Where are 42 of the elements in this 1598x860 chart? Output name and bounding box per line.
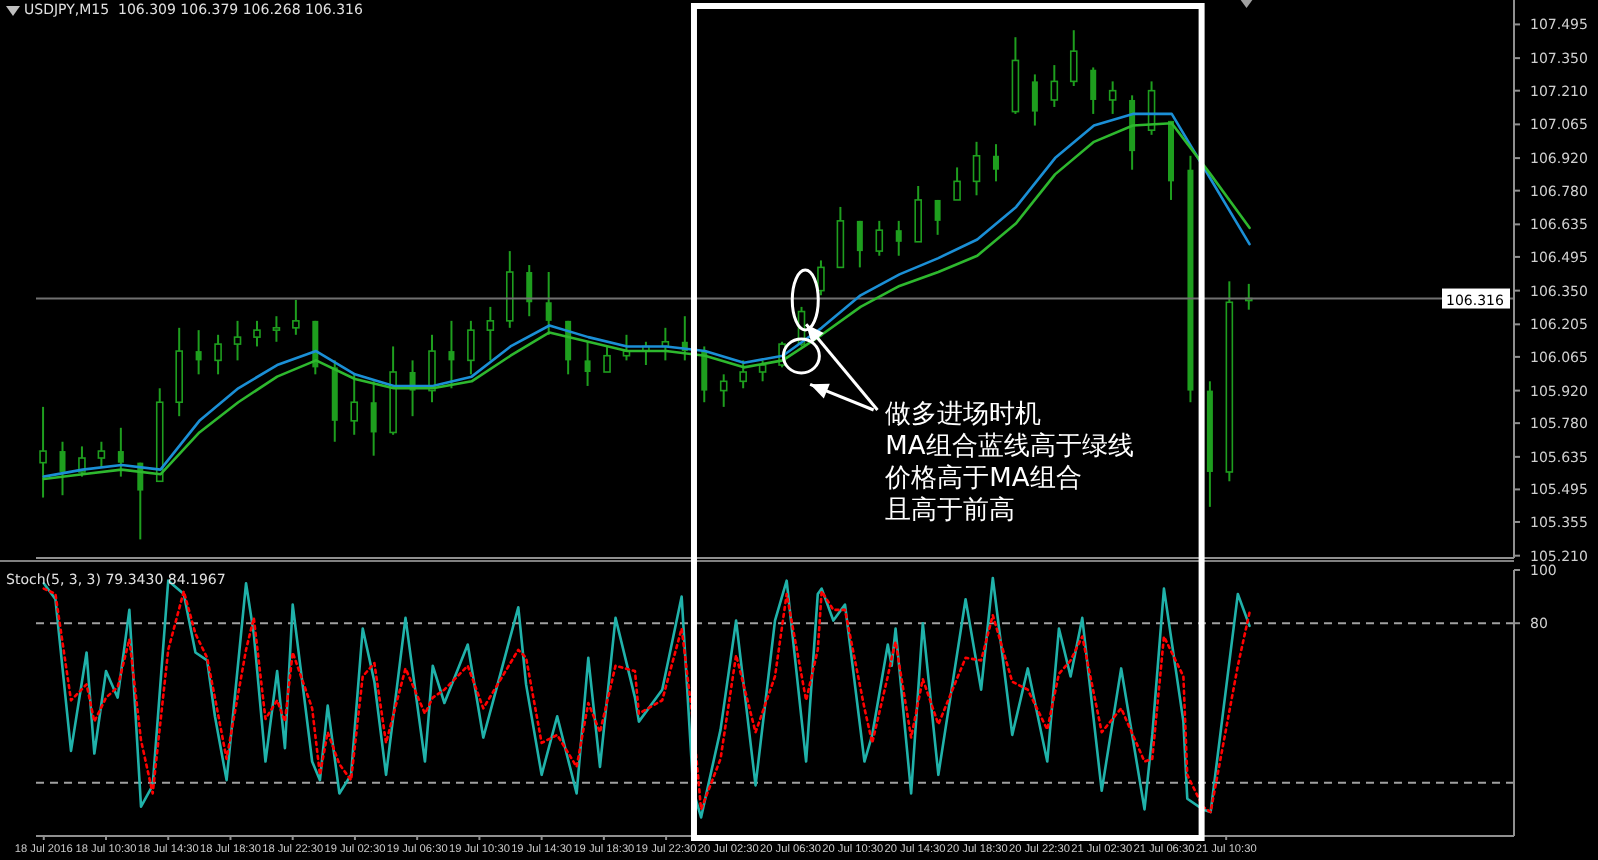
candlestick [856, 219, 863, 269]
annotation: 做多进场时机 [885, 400, 1044, 432]
candlestick [584, 340, 591, 387]
candlestick [117, 426, 124, 478]
candlestick [59, 440, 66, 497]
candlestick [545, 271, 552, 336]
candlestick [292, 298, 300, 336]
candlestick [719, 373, 728, 408]
candlestick [701, 345, 708, 404]
candlestick [836, 205, 845, 269]
candlestick [428, 333, 436, 404]
candlestick [350, 373, 359, 436]
candlestick [934, 198, 941, 236]
candlestick [972, 140, 981, 197]
candlestick [272, 315, 281, 343]
candlestick [370, 380, 377, 457]
candlestick [953, 166, 961, 201]
candlestick [914, 185, 922, 243]
annotation: 且高于前高 [885, 496, 1018, 528]
candlestick [1050, 64, 1059, 108]
candlestick [214, 333, 222, 376]
candlestick [992, 143, 999, 183]
candlestick [39, 405, 47, 499]
candlestick [195, 329, 202, 376]
candlestick [739, 359, 747, 390]
candlestick [895, 219, 902, 257]
annotation: 价格高于MA组合 [885, 464, 1084, 496]
candlestick [526, 264, 533, 318]
candlestick [448, 319, 455, 390]
candlestick [467, 319, 475, 376]
candlestick [1090, 66, 1097, 115]
candlestick [1069, 29, 1078, 88]
candlestick [233, 319, 242, 362]
candlestick [253, 319, 261, 348]
candlestick [603, 345, 611, 373]
candlestick [97, 440, 106, 469]
candlestick [486, 305, 495, 362]
candlestick [1031, 73, 1038, 127]
candlestick [875, 219, 884, 257]
annotation: MA组合蓝线高于绿线 [885, 432, 1134, 464]
candlestick [1108, 80, 1117, 115]
candlestick [817, 259, 825, 297]
